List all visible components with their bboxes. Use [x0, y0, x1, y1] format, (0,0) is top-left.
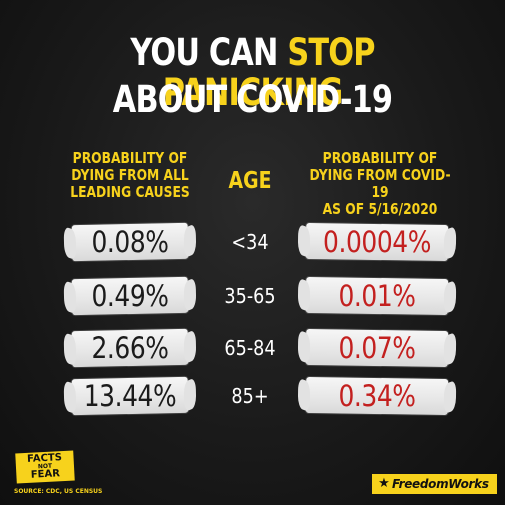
header-all-causes-line: DYING FROM ALL	[71, 166, 189, 184]
headline-highlight: STOP PANICKING	[162, 31, 376, 114]
all-causes-value: 13.44%	[83, 379, 177, 413]
covid-value: 0.34%	[338, 379, 416, 413]
source-note: SOURCE: CDC, US CENSUS	[14, 488, 103, 495]
age-value: <34	[231, 230, 269, 254]
header-covid-line: PROBABILITY OF	[322, 149, 438, 167]
star-icon: ★	[378, 476, 390, 491]
table-row: 2.66% 65-84 0.07%	[0, 326, 505, 370]
all-causes-value: 0.08%	[91, 225, 169, 259]
header-covid: PROBABILITY OF DYING FROM COVID-19 AS OF…	[306, 150, 454, 218]
logo-text: FEAR	[30, 468, 61, 481]
header-age: AGE	[228, 168, 272, 194]
header-covid-line: AS OF 5/16/2020	[322, 200, 438, 218]
brand-name: FreedomWorks	[392, 477, 489, 491]
header-all-causes-line: PROBABILITY OF	[72, 149, 188, 167]
header-all-causes-line: LEADING CAUSES	[70, 183, 190, 201]
age-value: 65-84	[224, 336, 276, 360]
age-value: 35-65	[224, 284, 276, 308]
covid-value: 0.0004%	[323, 225, 431, 259]
headline-line-2: ABOUT COVID-19	[112, 78, 393, 121]
age-value: 85+	[231, 384, 269, 408]
header-covid-line: DYING FROM COVID-19	[309, 166, 451, 201]
header-all-causes: PROBABILITY OF DYING FROM ALL LEADING CA…	[63, 150, 197, 201]
all-causes-value: 0.49%	[91, 279, 169, 313]
table-row: 0.08% <34 0.0004%	[0, 220, 505, 264]
covid-value: 0.01%	[338, 279, 416, 313]
table-row: 13.44% 85+ 0.34%	[0, 374, 505, 418]
facts-not-fear-logo: FACTS NOT FEAR	[15, 450, 75, 484]
covid-value: 0.07%	[338, 331, 416, 365]
headline-line-1: YOU CAN STOP PANICKING	[45, 33, 459, 113]
table-row: 0.49% 35-65 0.01%	[0, 274, 505, 318]
all-causes-value: 2.66%	[91, 331, 169, 365]
freedomworks-logo: ★ FreedomWorks	[372, 474, 497, 494]
headline-prefix: YOU CAN	[130, 31, 278, 74]
